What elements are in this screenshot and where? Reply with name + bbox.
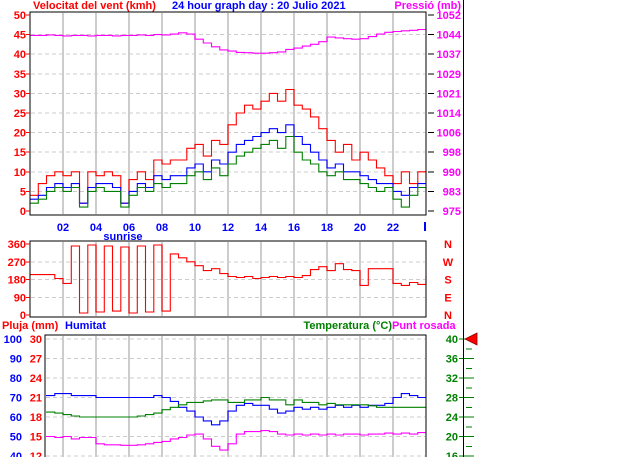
pressure-axis-tick-label: 1037 — [437, 49, 461, 61]
pressure-axis-tick-label: 1029 — [437, 69, 461, 81]
temperature-axis-tick-label: 24 — [446, 412, 459, 424]
hour-axis-label: 18 — [321, 222, 333, 234]
hour-axis-label: 20 — [354, 222, 366, 234]
sunrise-label: sunrise — [103, 231, 143, 243]
direction-axis-tick-label: 0 — [20, 310, 26, 322]
pressure-axis-tick-label: 998 — [443, 147, 461, 159]
rain-axis-tick-label: 24 — [30, 373, 43, 385]
compass-letter-label: N — [444, 239, 452, 251]
wind-axis-tick-label: 5 — [20, 186, 26, 198]
pressure-series — [30, 28, 427, 54]
hour-axis-label: 12 — [222, 222, 234, 234]
rain-axis-tick-label: 21 — [30, 393, 42, 405]
humidity-axis-tick-label: 70 — [10, 393, 22, 405]
humidity-axis-tick-label: 100 — [4, 334, 22, 346]
hour-axis-label: 22 — [387, 222, 399, 234]
pressure-axis-tick-label: 975 — [443, 206, 461, 218]
rain-axis-tick-label: 15 — [30, 432, 42, 444]
wind-axis-tick-label: 0 — [20, 206, 26, 218]
wind-axis-tick-label: 15 — [14, 147, 26, 159]
graph-title: 24 hour graph day : 20 Julio 2021 — [172, 0, 346, 12]
temperature-axis-tick-label: 32 — [446, 373, 458, 385]
temperature-axis-tick-label: 36 — [446, 354, 458, 366]
hour-axis-label: 08 — [156, 222, 168, 234]
direction-axis-tick-label: 270 — [8, 257, 26, 269]
wind-axis-tick-label: 25 — [14, 108, 26, 120]
pressure-axis-tick-label: 1014 — [437, 108, 462, 120]
pressure-axis-tick-label: 1021 — [437, 88, 461, 100]
hour-axis-label: 16 — [288, 222, 300, 234]
rain-axis-tick-label: 18 — [30, 412, 42, 424]
wind-axis-tick-label: 20 — [14, 128, 26, 140]
pressure-axis-tick-label: 1044 — [437, 30, 462, 42]
hour-axis-label: 02 — [57, 222, 69, 234]
wind-axis-tick-label: 10 — [14, 167, 26, 179]
humidity-axis-tick-label: 90 — [10, 354, 22, 366]
pressure-axis-tick-label: 1006 — [437, 128, 461, 140]
compass-letter-label: W — [443, 257, 454, 269]
dew-point-series — [46, 430, 426, 451]
wind-axis-tick-label: 35 — [14, 69, 26, 81]
wind-gust-series — [30, 88, 427, 204]
direction-axis-tick-label: 180 — [8, 275, 26, 287]
rain-axis-tick-label: 27 — [30, 354, 42, 366]
wind-axis-tick-label: 50 — [14, 10, 26, 22]
temperature-axis-tick-label: 28 — [446, 393, 458, 405]
humidity-axis-tick-label: 40 — [10, 451, 22, 457]
wind-average-series — [30, 124, 426, 204]
direction-axis-tick-label: 90 — [14, 292, 26, 304]
humidity-axis-title: Humitat — [65, 320, 106, 332]
temperature-axis-tick-label: 40 — [446, 334, 458, 346]
temperature-axis-tick-label: 20 — [446, 432, 458, 444]
pressure-axis-tick-label: 1052 — [437, 10, 461, 22]
dewpoint-axis-title: Punt rosada — [392, 320, 456, 332]
pressure-axis-tick-label: 990 — [443, 167, 461, 179]
pressure-axis-title: Pressió (mb) — [394, 0, 461, 12]
panel3-border — [44, 334, 427, 457]
wind-axis-tick-label: 30 — [14, 88, 26, 100]
humidity-series — [46, 393, 426, 426]
hour-axis-label: 10 — [189, 222, 201, 234]
humidity-axis-tick-label: 60 — [10, 412, 22, 424]
wind-axis-tick-label: 40 — [14, 49, 26, 61]
compass-letter-label: E — [444, 292, 451, 304]
hour-axis-label: 14 — [255, 222, 268, 234]
wind-axis-title: Velocitat del vent (kmh) — [33, 0, 156, 12]
hour-axis-label: 06 — [123, 222, 135, 234]
direction-axis-tick-label: 360 — [8, 239, 26, 251]
rain-axis-tick-label: 12 — [30, 451, 42, 457]
wind-axis-tick-label: 45 — [14, 30, 26, 42]
temperature-axis-title: Temperatura (°C) — [303, 320, 392, 332]
humidity-axis-tick-label: 50 — [10, 432, 22, 444]
wind-low-series — [30, 135, 427, 208]
temperature-series — [46, 396, 426, 418]
scale-indicator-marker — [464, 332, 478, 346]
pressure-axis-tick-label: 983 — [443, 186, 461, 198]
rain-axis-title: Pluja (mm) — [2, 320, 59, 332]
rain-axis-tick-label: 30 — [30, 334, 42, 346]
hour-axis-label: 04 — [90, 222, 103, 234]
clipped-midnight-label — [424, 222, 426, 231]
temperature-axis-tick-label: 16 — [446, 451, 458, 457]
wind-direction-series — [30, 244, 427, 314]
compass-letter-label: S — [444, 275, 451, 287]
humidity-axis-tick-label: 80 — [10, 373, 22, 385]
compass-letter-label: N — [444, 310, 452, 322]
